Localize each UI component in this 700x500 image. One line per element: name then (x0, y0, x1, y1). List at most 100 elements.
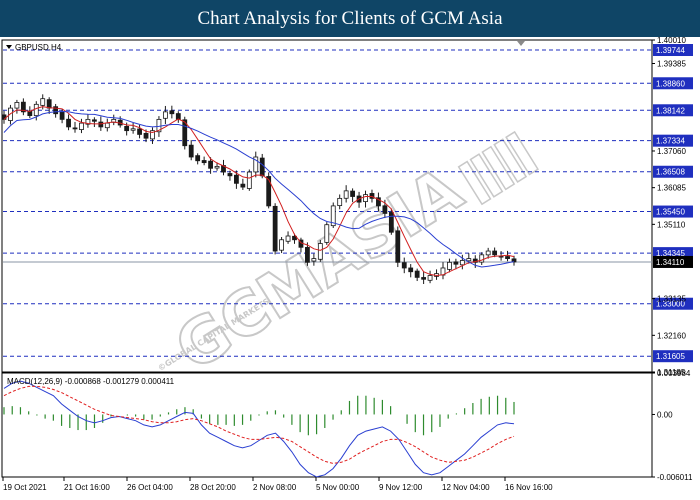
candle-body (382, 205, 388, 214)
candle-body (214, 166, 220, 169)
candle-body (91, 119, 97, 122)
macd-pane-frame (1, 372, 653, 478)
candle-body (427, 275, 433, 281)
candle-body (369, 193, 375, 199)
candle-body (447, 261, 452, 270)
candle-body (20, 101, 26, 113)
candle-body (401, 262, 407, 269)
price-tick-label: 1.39385 (657, 60, 686, 69)
candle-body (421, 277, 427, 280)
level-tag (653, 350, 693, 363)
level-tag-label: 1.35450 (656, 208, 685, 217)
candle-body (72, 127, 78, 130)
candle-body (337, 197, 343, 207)
candle-body (182, 119, 188, 147)
time-tick-label: 28 Oct 20:00 (190, 483, 236, 492)
candle-body (130, 128, 136, 131)
symbol-label: GBPUSD,H4 (15, 43, 62, 52)
macd-tick-label: 0.003984 (657, 369, 691, 378)
time-tick-label: 26 Oct 04:00 (127, 483, 173, 492)
slow-ma-line (3, 110, 515, 268)
moving-averages (3, 106, 515, 277)
candle-body (59, 111, 65, 120)
candle-body (408, 267, 414, 273)
candle-body (272, 205, 278, 252)
candle-body (266, 176, 272, 207)
scroll-marker-icon[interactable] (517, 41, 525, 46)
candle-body (234, 174, 239, 184)
page-title: Chart Analysis for Clients of GCM Asia (0, 0, 700, 37)
level-tag (653, 165, 693, 178)
candle-body (317, 243, 323, 260)
current-price-tag (653, 255, 693, 268)
level-tag (653, 297, 693, 310)
price-tick-label: 1.36085 (657, 184, 686, 193)
candle-body (343, 190, 349, 199)
candle-body (259, 157, 265, 177)
main-pane-frame (1, 39, 653, 373)
candle-body (188, 144, 194, 158)
level-tag-label: 1.34345 (656, 249, 685, 258)
level-tag (653, 77, 693, 90)
candle-body (201, 160, 207, 164)
candle-body (143, 133, 149, 139)
candle-body (98, 121, 104, 128)
macd-main-line (3, 380, 515, 478)
macd-indicator: 0.003984 0.00 -0.006011 (3, 369, 693, 482)
level-tag-label: 1.38142 (656, 106, 685, 115)
candle-body (479, 254, 485, 263)
candle-body (388, 212, 394, 233)
candle-body (492, 250, 498, 256)
candle-body (453, 261, 459, 265)
macd-label: MACD(12,26,9) -0.000868 -0.001279 0.0004… (7, 377, 175, 386)
level-tag (653, 134, 693, 147)
current-price-label: 1.34110 (656, 258, 685, 267)
candle-body (350, 190, 356, 197)
candle-body (305, 247, 310, 263)
time-tick-label: 12 Nov 04:00 (442, 483, 490, 492)
time-tick-label: 19 Oct 2021 (3, 483, 47, 492)
price-tick-label: 1.31185 (657, 368, 686, 377)
candle-body (330, 205, 336, 227)
candle-body (246, 171, 252, 189)
price-tick-label: 1.32160 (657, 331, 686, 340)
candle-body (279, 239, 284, 251)
candle-body (104, 122, 110, 129)
candle-body (150, 130, 155, 140)
price-axis: 1.40010 1.39385 1.37060 1.36085 1.35110 1.331… (652, 37, 686, 377)
price-tick-label: 1.40010 (657, 37, 686, 45)
level-tag-label: 1.31605 (656, 352, 685, 361)
candle-body (40, 98, 46, 106)
level-tag (653, 44, 693, 57)
candle-body (124, 125, 130, 132)
dropdown-icon[interactable] (6, 45, 12, 49)
candle-body (195, 155, 201, 162)
level-tag-label: 1.33000 (656, 300, 685, 309)
level-tag-label: 1.37334 (656, 137, 685, 146)
candle-body (292, 235, 297, 241)
candle-body (240, 183, 246, 188)
level-tag (653, 205, 693, 218)
time-tick-label: 9 Nov 12:00 (379, 483, 423, 492)
price-tick-label: 1.37060 (657, 147, 686, 156)
candle-body (311, 258, 317, 262)
candle-body (14, 102, 20, 109)
time-tick-label: 5 Nov 00:00 (316, 483, 360, 492)
candle-body (414, 270, 420, 278)
candle-body (227, 173, 233, 177)
candle-body (285, 235, 291, 242)
candle-body (505, 256, 510, 259)
support-resistance-levels: 1.39744 1.38860 1.38142 1.37334 1.36508 1.354… (3, 44, 693, 363)
candle-body (162, 111, 168, 119)
candle-body (169, 110, 175, 115)
chart-area: GCMASIA©GLOBAL CAPITAL MARKETS 1.397441.… (1, 37, 693, 492)
candle-body (137, 128, 142, 135)
candle-body (46, 99, 52, 109)
time-tick-label: 16 Nov 16:00 (505, 483, 553, 492)
candle-body (253, 156, 259, 173)
time-axis: 19 Oct 2021 21 Oct 16:00 26 Oct 04:00 28 Oc… (2, 477, 553, 492)
level-tag-label: 1.38860 (656, 79, 685, 88)
candle-body (459, 260, 465, 266)
candle-body (53, 106, 59, 115)
level-tag-label: 1.36508 (656, 168, 685, 177)
